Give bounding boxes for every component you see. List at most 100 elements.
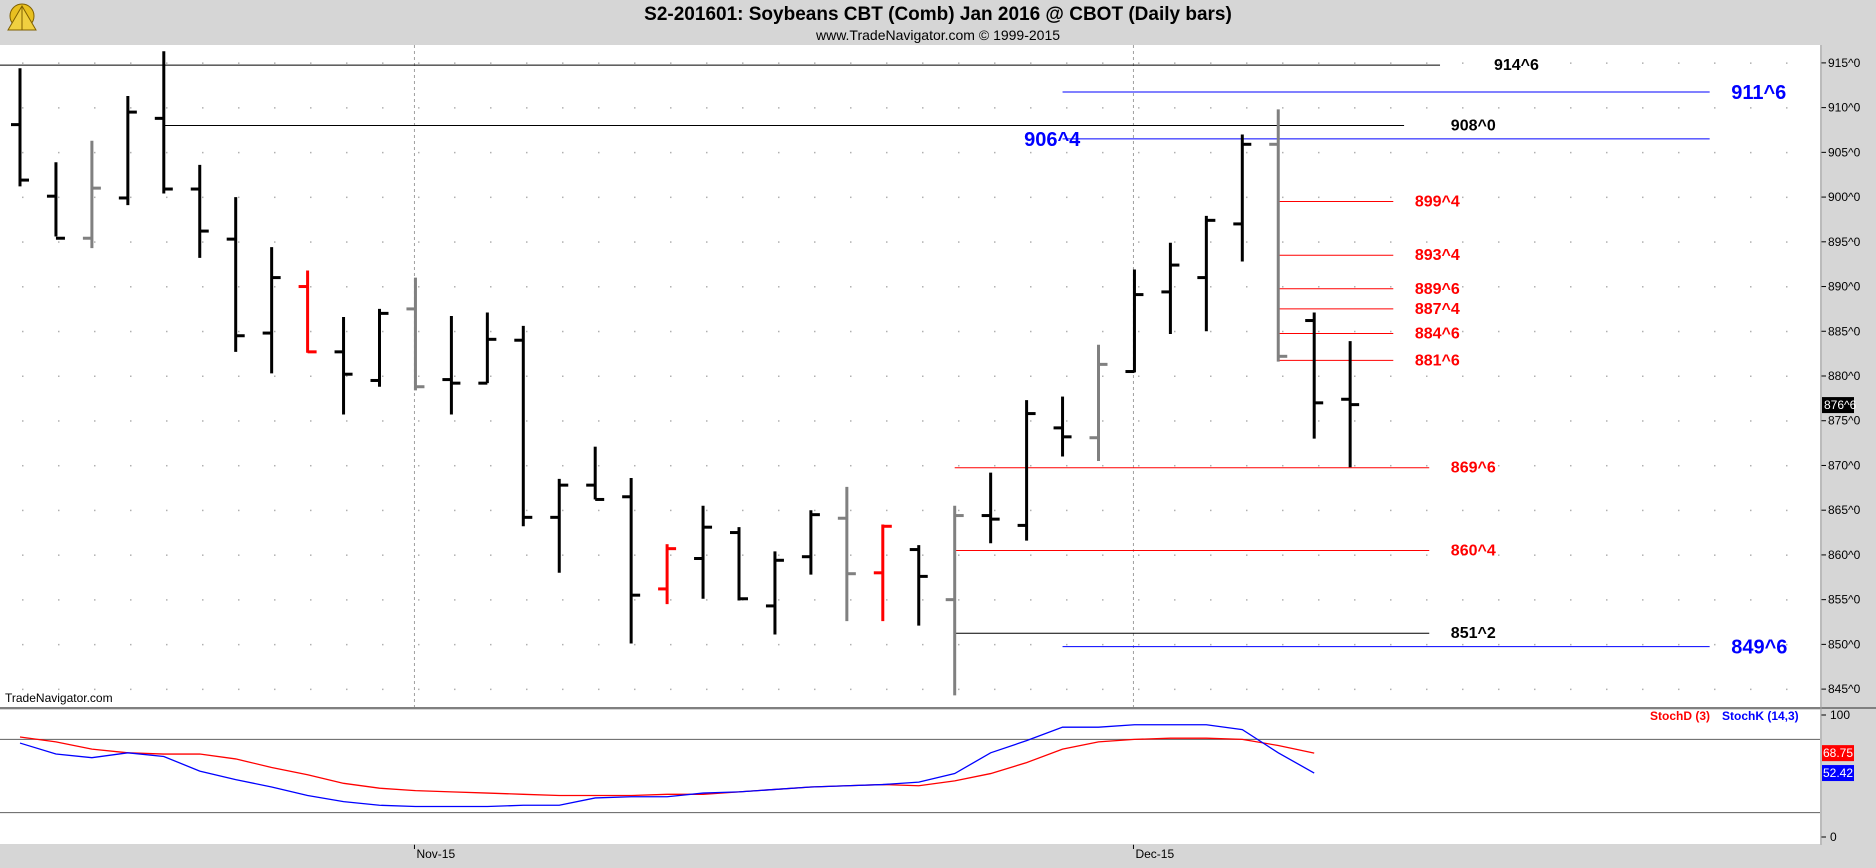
grid-dot [1390, 554, 1392, 556]
grid-dot [1570, 688, 1572, 691]
grid-dot [1462, 151, 1464, 154]
grid-dot [346, 107, 348, 109]
grid-dot [562, 554, 564, 556]
grid-dot [1462, 554, 1464, 556]
price-plot-area[interactable] [0, 45, 1820, 707]
chart-title: S2-201601: Soybeans CBT (Comb) Jan 2016 … [644, 4, 1232, 25]
grid-dot [598, 196, 600, 199]
grid-dot [310, 375, 312, 377]
grid-dot [130, 62, 132, 64]
grid-dot [1426, 241, 1428, 243]
grid-dot [22, 375, 24, 377]
grid-dot [274, 107, 276, 109]
grid-dot [598, 643, 600, 646]
grid-dot [1138, 375, 1140, 377]
grid-dot [1210, 151, 1212, 154]
grid-dot [850, 241, 852, 243]
grid-dot [1606, 62, 1608, 64]
grid-dot [1570, 375, 1572, 377]
grid-dot [634, 62, 636, 64]
grid-dot [742, 330, 744, 333]
grid-dot [958, 643, 960, 646]
grid-dot [1498, 509, 1500, 512]
grid-dot [1642, 151, 1644, 154]
stochastic-k-line[interactable] [19, 724, 1315, 808]
grid-dot [1066, 107, 1068, 109]
grid-dot [454, 241, 456, 243]
grid-dot [1678, 643, 1680, 646]
grid-dot [490, 241, 492, 243]
grid-dot [1714, 107, 1716, 109]
grid-dot [562, 241, 564, 243]
x-axis-tick-label: Nov-15 [416, 847, 455, 861]
grid-dot [310, 151, 312, 154]
grid-dot [706, 330, 708, 333]
grid-dot [1390, 643, 1392, 646]
grid-dot [490, 554, 492, 556]
price-axis-tick-label: 870^0 [1828, 458, 1861, 472]
grid-dot [922, 107, 924, 109]
grid-dot [346, 375, 348, 377]
grid-dot [1174, 643, 1176, 646]
grid-dot [166, 643, 168, 646]
grid-dot [670, 554, 672, 556]
grid-dot [670, 107, 672, 109]
grid-dot [814, 464, 816, 467]
grid-dot [526, 196, 528, 199]
grid-dot [994, 554, 996, 556]
grid-dot [1390, 241, 1392, 243]
grid-dot [1786, 420, 1788, 422]
grid-dot [1030, 241, 1032, 243]
grid-dot [526, 375, 528, 377]
grid-dot [706, 420, 708, 422]
grid-dot [526, 151, 528, 154]
grid-dot [850, 375, 852, 377]
grid-dot [526, 241, 528, 243]
tradenavigator-logo-icon[interactable] [7, 3, 37, 31]
grid-dot [1498, 330, 1500, 333]
grid-dot [598, 420, 600, 422]
stochastic-d-line[interactable] [19, 736, 1315, 797]
grid-dot [1750, 688, 1752, 691]
grid-dot [1714, 241, 1716, 243]
stochastic-axis: 100 0 68.75 52.42 [1821, 708, 1854, 844]
grid-dot [1282, 151, 1284, 154]
grid-dot [958, 554, 960, 556]
grid-dot [1102, 688, 1104, 691]
grid-dot [886, 688, 888, 691]
grid-dot [886, 464, 888, 467]
grid-dot [1498, 196, 1500, 199]
grid-dot [526, 62, 528, 64]
grid-dot [922, 643, 924, 646]
grid-dot [310, 643, 312, 646]
grid-dot [1786, 241, 1788, 243]
grid-dot [1390, 107, 1392, 109]
grid-dot [886, 107, 888, 109]
grid-dot [1030, 151, 1032, 154]
grid-dot [94, 643, 96, 646]
grid-dot [202, 509, 204, 512]
stochastic-value-badge [1822, 745, 1854, 762]
grid-dot [1318, 599, 1320, 601]
grid-dot [22, 196, 24, 199]
grid-dot [1426, 688, 1428, 691]
grid-dot [526, 464, 528, 467]
grid-dot [1318, 330, 1320, 333]
grid-dot [1138, 241, 1140, 243]
grid-dot [1030, 62, 1032, 64]
stochastic-plot-area[interactable] [0, 710, 1820, 844]
level-label: 887^4 [1415, 301, 1460, 318]
grid-dot [1318, 420, 1320, 422]
grid-dot [1354, 554, 1356, 556]
grid-dot [1462, 330, 1464, 333]
grid-dot [922, 420, 924, 422]
grid-dot [1138, 286, 1140, 288]
grid-dot [1678, 330, 1680, 333]
grid-dot [382, 241, 384, 243]
price-axis-tick-label: 855^0 [1828, 593, 1861, 607]
price-grid [22, 45, 1788, 845]
grid-dot [1426, 599, 1428, 601]
grid-dot [850, 107, 852, 109]
grid-dot [922, 286, 924, 288]
grid-dot [886, 509, 888, 512]
